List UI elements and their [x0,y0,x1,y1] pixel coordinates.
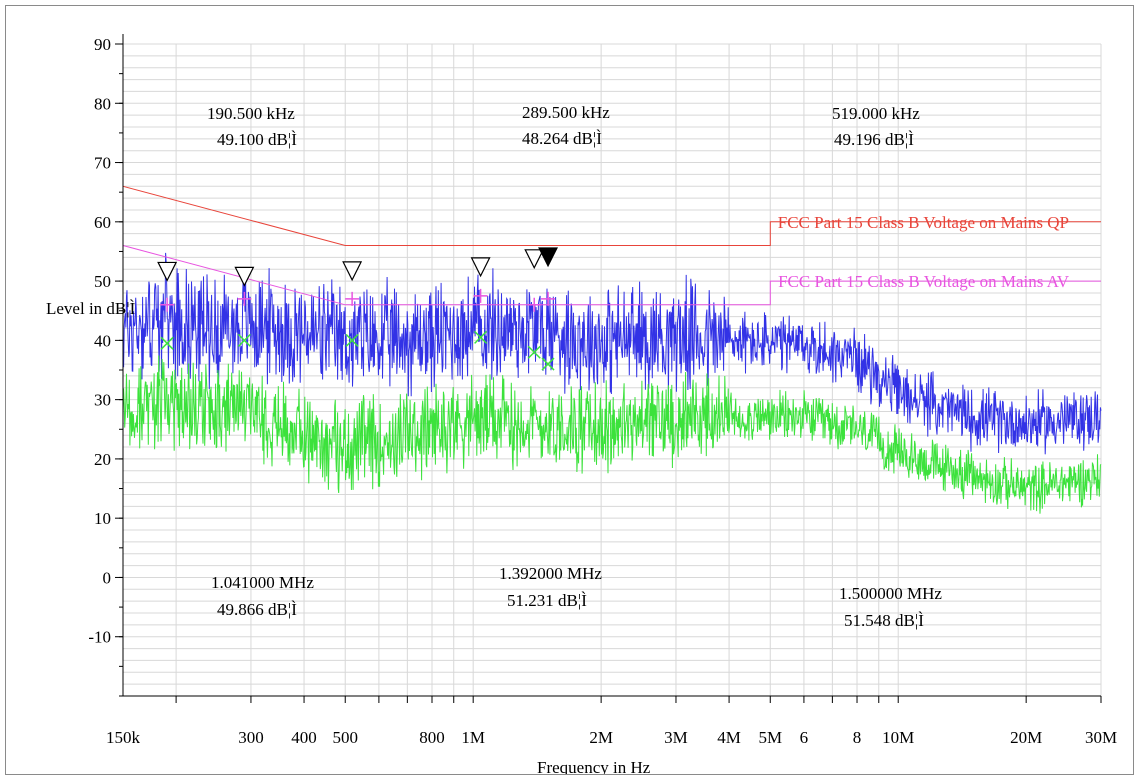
axes: 90 80 70 60 50 40 30 20 10 0 -10 150k 300 400 500 800 1M… [88,34,1117,747]
annotation-5-level: 51.231 dB¦Ì [507,591,587,610]
limit-line-label-2: FCC Part 15 Class B Voltage on Mains AV [778,272,1070,291]
annotation-1-level: 49.100 dB¦Ì [217,130,297,149]
trace-2 [122,355,1102,514]
x-tick-label: 300 [238,728,264,747]
y-tick-label: 40 [94,331,111,350]
grid [123,43,1102,697]
y-tick-label: 0 [103,568,112,587]
x-tick-label: 800 [419,728,445,747]
peak-marker [538,247,558,268]
x-tick-label: 500 [332,728,358,747]
y-tick-label: 20 [94,450,111,469]
av-marker [541,357,555,371]
annotation-1-freq: 190.500 kHz [207,104,295,123]
x-axis-label: Frequency in Hz [537,758,651,775]
qp-marker [345,291,360,306]
peak-marker [342,261,363,282]
traces [122,252,1102,514]
emi-spectrum-chart: FCC Part 15 Class B Voltage on Mains QP F… [88,34,1117,747]
annotation-6-level: 51.548 dB¦Ì [844,611,924,630]
x-tick-label: 20M [1010,728,1042,747]
peak-marker [524,249,545,270]
limit-line-label-1: FCC Part 15 Class B Voltage on Mains QP [778,213,1069,232]
peak-marker [470,257,491,278]
x-tick-label: 1M [461,728,485,747]
qp-marker [237,291,252,306]
y-tick-label: 50 [94,272,111,291]
limit-line-1 [122,185,1101,246]
limit-line-2 [122,245,1101,306]
y-tick-label: 10 [94,509,111,528]
annotation-3-freq: 519.000 kHz [832,104,920,123]
y-axis-label: Level in dB¦Ì [46,299,136,318]
annotation-4-level: 49.866 dB¦Ì [217,600,297,619]
y-tick-label: 60 [94,213,111,232]
av-marker [160,336,174,350]
annotation-2-level: 48.264 dB¦Ì [522,129,602,148]
peak-marker [234,266,255,287]
x-tick-label: 5M [758,728,782,747]
annotation-5-freq: 1.392000 MHz [499,564,602,583]
annotation-4-freq: 1.041000 MHz [211,573,314,592]
trace-1 [122,252,1102,455]
av-marker [527,345,541,359]
x-tick-label: 2M [589,728,613,747]
qp-marker [527,297,542,312]
peak-marker [157,261,178,282]
y-tick-label: -10 [88,628,111,647]
annotation-6-freq: 1.500000 MHz [839,584,942,603]
x-tick-label: 400 [291,728,317,747]
qp-marker [160,297,175,312]
qp-marker [541,291,556,306]
x-tick-label: 10M [882,728,914,747]
x-tick-label: 150k [106,728,141,747]
x-tick-label: 8 [853,728,862,747]
av-marker [237,333,251,347]
x-tick-label: 3M [664,728,688,747]
qp-marker [473,288,488,303]
y-tick-label: 30 [94,391,111,410]
av-marker [345,333,359,347]
y-tick-label: 90 [94,35,111,54]
markers [157,247,558,371]
chart-frame: FCC Part 15 Class B Voltage on Mains QP F… [5,5,1134,775]
x-tick-label: 6 [800,728,809,747]
annotation-2-freq: 289.500 kHz [522,103,610,122]
y-tick-label: 70 [94,154,111,173]
av-marker [474,330,488,344]
x-tick-label: 4M [717,728,741,747]
x-tick-label: 30M [1085,728,1117,747]
annotation-3-level: 49.196 dB¦Ì [834,130,914,149]
limit-lines: FCC Part 15 Class B Voltage on Mains QP F… [122,185,1101,306]
y-tick-label: 80 [94,94,111,113]
